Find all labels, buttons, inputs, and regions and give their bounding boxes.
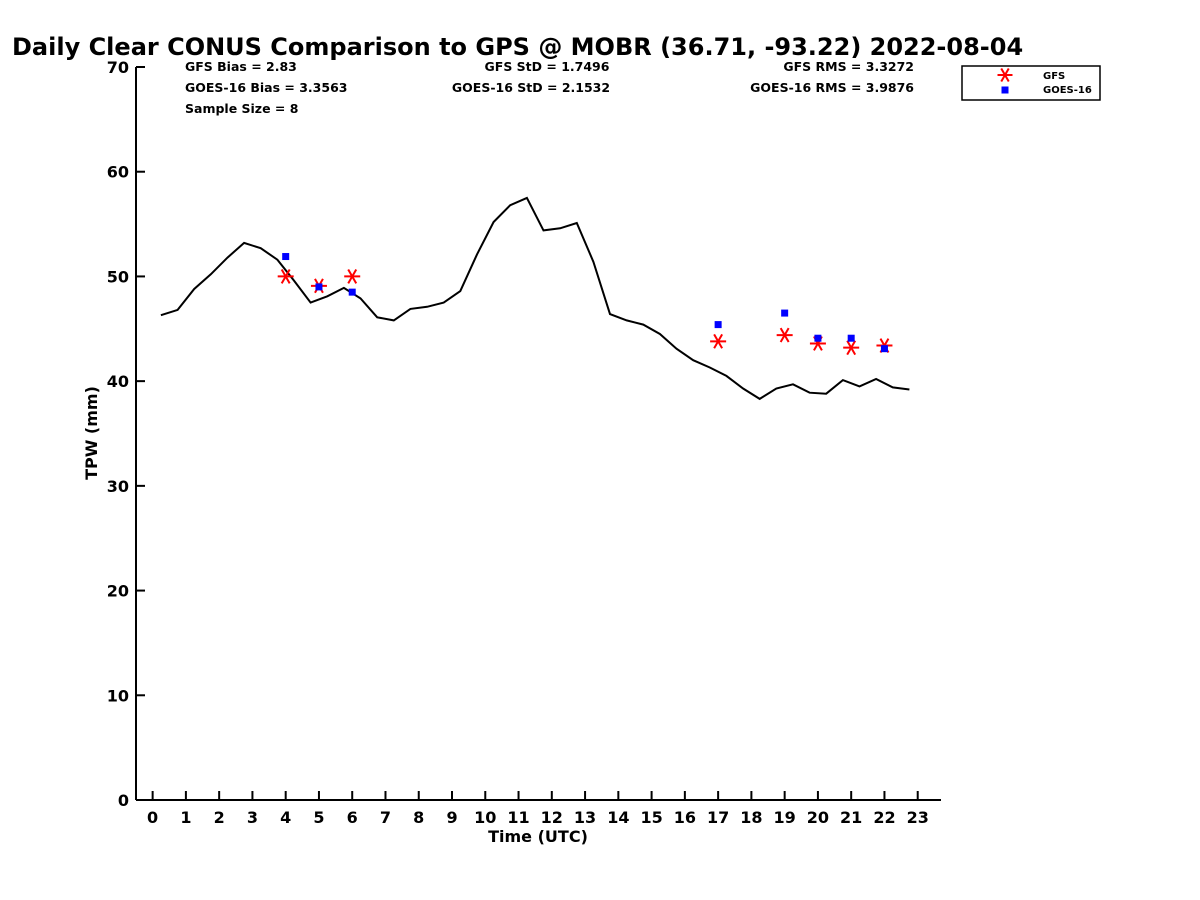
- y-tick-label: 30: [107, 477, 129, 496]
- x-tick-label: 7: [380, 808, 391, 827]
- legend-gfs-asterisk-icon: [997, 68, 1013, 82]
- goes16-point: [781, 309, 789, 317]
- stat-gfs-rms: GFS RMS = 3.3272: [783, 59, 914, 74]
- x-tick-label: 13: [574, 808, 596, 827]
- stat-goes16-rms: GOES-16 RMS = 3.9876: [750, 80, 914, 95]
- legend: GFS GOES-16: [961, 65, 1101, 101]
- goes16-point: [880, 345, 888, 353]
- stats-block: GFS Bias = 2.83 GOES-16 Bias = 3.3563 Sa…: [185, 59, 914, 116]
- x-ticks: 0 1 2 3 4 5 6 7 8 9 10 11 12 13 14 15 16 17 18 19 20 21 22 23: [147, 791, 929, 827]
- gfs-point: [776, 327, 793, 343]
- x-tick-label: 12: [541, 808, 563, 827]
- series-layer: [160, 196, 910, 401]
- gfs-point: [277, 269, 294, 284]
- goes16-point: [315, 283, 323, 291]
- x-tick-label: 15: [640, 808, 662, 827]
- y-tick-label: 50: [107, 267, 129, 286]
- legend-goes16-marker: [1001, 86, 1009, 94]
- y-tick-label: 0: [118, 791, 129, 810]
- gps-series-line: [160, 196, 910, 401]
- y-axis-label: TPW (mm): [82, 386, 101, 480]
- goes16-point: [282, 253, 290, 261]
- x-tick-label: 20: [807, 808, 829, 827]
- y-tick-label: 60: [107, 163, 129, 182]
- x-tick-label: 10: [474, 808, 496, 827]
- x-tick-label: 22: [873, 808, 895, 827]
- gfs-point: [710, 333, 727, 349]
- y-tick-label: 40: [107, 372, 129, 391]
- x-tick-label: 6: [347, 808, 358, 827]
- stat-sample-size: Sample Size = 8: [185, 101, 298, 116]
- x-tick-label: 23: [907, 808, 929, 827]
- x-tick-label: 21: [840, 808, 862, 827]
- gfs-point: [344, 269, 361, 284]
- legend-goes16-square-icon: [1001, 86, 1009, 94]
- goes16-point: [348, 288, 356, 296]
- legend-gfs-label: GFS: [1043, 71, 1065, 82]
- y-tick-label: 10: [107, 686, 129, 705]
- goes16-point: [714, 321, 722, 329]
- stat-goes16-bias: GOES-16 Bias = 3.3563: [185, 80, 347, 95]
- x-tick-label: 5: [313, 808, 324, 827]
- x-tick-label: 3: [247, 808, 258, 827]
- x-tick-label: 2: [214, 808, 225, 827]
- x-tick-label: 8: [413, 808, 424, 827]
- x-tick-label: 18: [740, 808, 762, 827]
- y-ticks: 0 10 20 30 40 50 60 70: [107, 58, 145, 810]
- goes16-point: [847, 334, 855, 342]
- y-tick-label: 70: [107, 58, 129, 77]
- chart-title: Daily Clear CONUS Comparison to GPS @ MO…: [12, 33, 1023, 61]
- x-tick-label: 11: [507, 808, 529, 827]
- legend-box: [961, 65, 1101, 101]
- stat-gfs-bias: GFS Bias = 2.83: [185, 59, 297, 74]
- x-tick-label: 19: [774, 808, 796, 827]
- x-tick-label: 9: [446, 808, 457, 827]
- legend-gfs-marker: [997, 68, 1013, 82]
- x-tick-label: 16: [674, 808, 696, 827]
- x-tick-label: 17: [707, 808, 729, 827]
- gfs-point: [843, 340, 860, 356]
- y-tick-label: 20: [107, 582, 129, 601]
- x-axis-label: Time (UTC): [488, 827, 588, 846]
- x-tick-label: 0: [147, 808, 158, 827]
- goes16-point: [814, 334, 822, 342]
- x-tick-label: 14: [607, 808, 629, 827]
- x-tick-label: 4: [280, 808, 291, 827]
- stat-gfs-std: GFS StD = 1.7496: [485, 59, 610, 74]
- x-tick-label: 1: [180, 808, 191, 827]
- stat-goes16-std: GOES-16 StD = 2.1532: [452, 80, 610, 95]
- legend-goes16-label: GOES-16: [1043, 85, 1092, 96]
